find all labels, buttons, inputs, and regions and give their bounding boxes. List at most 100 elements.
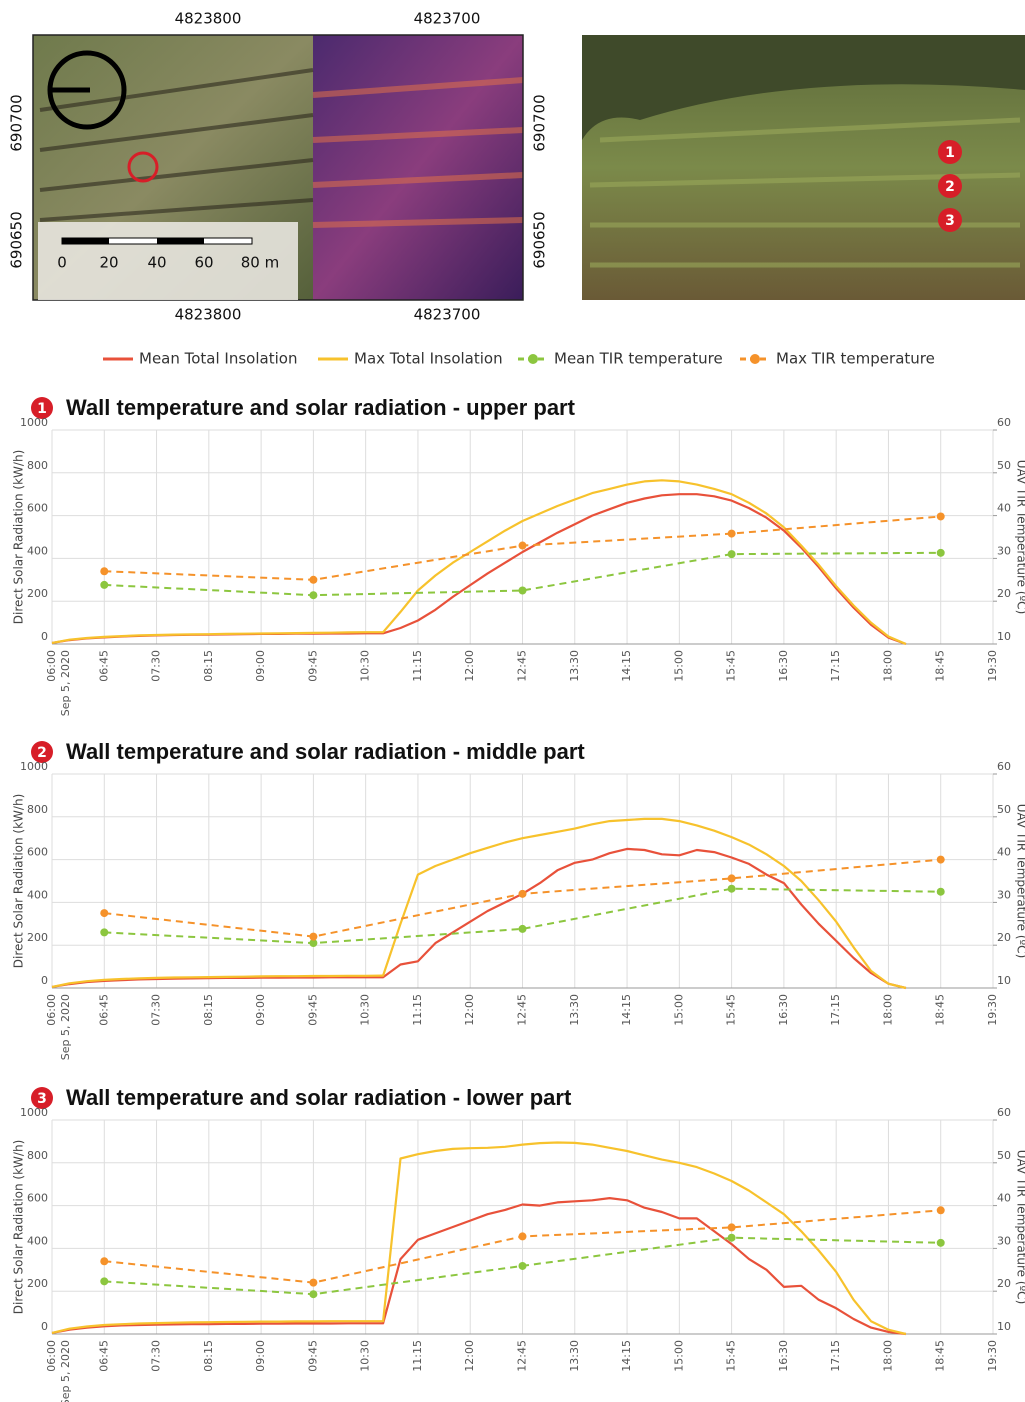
y-tick-label: 600 — [27, 846, 48, 859]
marker-label: 3 — [945, 213, 955, 229]
x-tick-label: 11:15 — [411, 1340, 424, 1372]
y-axis-label: Direct Solar Radiation (kW/h) — [12, 1140, 26, 1315]
map-tick: 4823800 — [175, 10, 242, 28]
y2-tick-label: 20 — [997, 931, 1011, 944]
y-tick-label: 0 — [41, 974, 48, 987]
data-point — [936, 512, 945, 521]
x-tick-label: 17:15 — [829, 650, 842, 682]
y-tick-label: 0 — [41, 630, 48, 643]
photo: 1 2 3 — [582, 35, 1025, 300]
x-tick-label: 13:30 — [568, 650, 581, 682]
scale-panel — [38, 222, 298, 300]
data-point — [100, 928, 109, 937]
legend-label: Mean TIR temperature — [554, 350, 723, 368]
x-tick-label: 09:45 — [306, 650, 319, 682]
series-line — [51, 479, 907, 646]
badge-label: 3 — [37, 1091, 47, 1107]
data-point — [727, 1233, 736, 1242]
series-line — [51, 817, 907, 990]
x-tick-label: 12:45 — [516, 1340, 529, 1372]
data-point — [518, 924, 527, 933]
x-tick-label: 19:30 — [986, 1340, 999, 1372]
legend-marker — [750, 354, 760, 364]
y2-tick-label: 20 — [997, 1277, 1011, 1290]
legend-label: Max Total Insolation — [354, 350, 503, 368]
data-point — [309, 575, 318, 584]
data-point — [936, 1206, 945, 1215]
data-point — [936, 855, 945, 864]
x-tick-label: 06:45 — [97, 1340, 110, 1372]
map-tick: 690700 — [531, 94, 549, 151]
x-tick-label: 15:45 — [725, 650, 738, 682]
x-tick-label: 09:45 — [306, 994, 319, 1026]
x-tick-label: 17:15 — [829, 1340, 842, 1372]
x-tick-label: 09:00 — [254, 1340, 267, 1372]
y-tick-label: 1000 — [20, 760, 48, 773]
x-tick-label: 19:30 — [986, 650, 999, 682]
data-point — [518, 889, 527, 898]
y2-tick-label: 50 — [997, 459, 1011, 472]
scale-label: 80 m — [241, 254, 279, 272]
y2-tick-label: 50 — [997, 803, 1011, 816]
x-tick-label: 16:30 — [777, 994, 790, 1026]
map-tick: 4823700 — [414, 306, 481, 324]
scale-label: 0 — [57, 254, 67, 272]
x-tick-label: 16:30 — [777, 1340, 790, 1372]
map-thermal — [313, 35, 523, 300]
x-tick-label: 06:00 — [45, 650, 58, 682]
x-tick-label: 19:30 — [986, 994, 999, 1026]
x-tick-label: 15:45 — [725, 1340, 738, 1372]
x-tick-label: 12:00 — [463, 650, 476, 682]
x-tick-label: 12:45 — [516, 650, 529, 682]
x-tick-label: 15:00 — [672, 994, 685, 1026]
data-point — [100, 567, 109, 576]
series-line — [51, 1141, 907, 1336]
scale-segment — [62, 238, 109, 244]
y2-tick-label: 10 — [997, 1320, 1011, 1333]
data-point — [100, 909, 109, 918]
data-point — [727, 550, 736, 559]
y2-tick-label: 40 — [997, 1192, 1011, 1205]
data-point — [936, 887, 945, 896]
x-tick-label: 15:45 — [725, 994, 738, 1026]
map-tick: 4823700 — [414, 10, 481, 28]
x-tick-label: 16:30 — [777, 650, 790, 682]
x-tick-label: 09:00 — [254, 994, 267, 1026]
terraces — [39, 68, 314, 222]
series-line — [104, 551, 941, 597]
badge — [31, 397, 53, 419]
y-tick-label: 800 — [27, 1149, 48, 1162]
series-line — [51, 1197, 907, 1336]
y2-tick-label: 40 — [997, 502, 1011, 515]
x-tick-label: 10:30 — [359, 650, 372, 682]
y2-tick-label: 60 — [997, 416, 1011, 429]
x-tick-label: 14:15 — [620, 994, 633, 1026]
y2-axis-label: UAV TIR Temperature (ºC) — [1015, 804, 1025, 959]
map-tick: 690650 — [8, 211, 26, 268]
data-point — [309, 1290, 318, 1299]
series-line — [51, 493, 907, 646]
scale-label: 60 — [194, 254, 213, 272]
y-tick-label: 800 — [27, 803, 48, 816]
map: 4823800 4823700 4823800 4823700 690700 6… — [8, 10, 549, 324]
x-sublabel: Sep 5, 2020 — [59, 994, 72, 1060]
x-tick-label: 18:00 — [881, 1340, 894, 1372]
x-tick-label: 06:45 — [97, 994, 110, 1026]
x-tick-label: 14:15 — [620, 1340, 633, 1372]
x-tick-label: 12:45 — [516, 994, 529, 1026]
y2-tick-label: 20 — [997, 587, 1011, 600]
chart-title: Wall temperature and solar radiation - m… — [66, 739, 585, 764]
y2-tick-label: 30 — [997, 888, 1011, 901]
y2-axis-label: UAV TIR Temperature (ºC) — [1015, 460, 1025, 615]
data-point — [309, 1278, 318, 1287]
data-point — [309, 939, 318, 948]
data-point — [518, 1232, 527, 1241]
y-tick-label: 600 — [27, 1192, 48, 1205]
x-tick-label: 13:30 — [568, 994, 581, 1026]
badge — [31, 1087, 53, 1109]
x-tick-label: 18:45 — [934, 650, 947, 682]
legend-label: Mean Total Insolation — [139, 350, 297, 368]
x-tick-label: 18:00 — [881, 650, 894, 682]
y-tick-label: 1000 — [20, 1106, 48, 1119]
